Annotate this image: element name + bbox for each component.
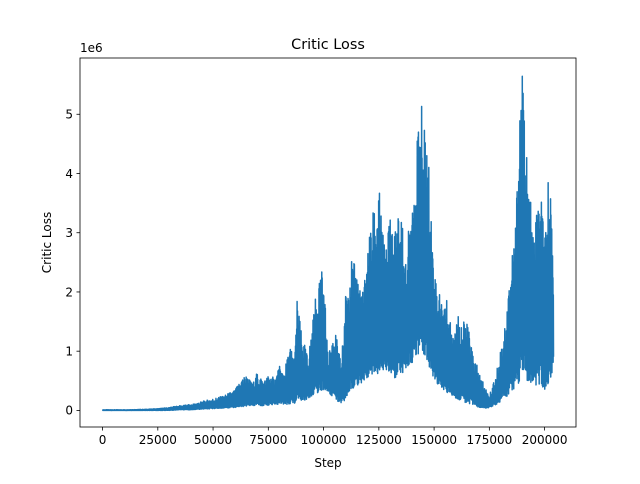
x-axis-label: Step [314, 456, 341, 470]
y-tick-label: 2 [65, 285, 73, 299]
x-tick-label: 150000 [411, 433, 457, 447]
y-tick-label: 0 [65, 404, 73, 418]
chart-title: Critic Loss [291, 37, 365, 53]
plot-area [101, 75, 555, 412]
x-tick-label: 75000 [249, 433, 287, 447]
y-tick-label: 1 [65, 344, 73, 358]
x-tick-label: 0 [99, 433, 107, 447]
y-tick-label: 4 [65, 167, 73, 181]
plot-frame [79, 57, 577, 428]
x-axis: 0 25000 50000 75000 100000 125000 150000 175000… [99, 427, 568, 447]
x-tick-label: 100000 [301, 433, 347, 447]
series-line-0 [101, 75, 555, 412]
x-tick-label: 125000 [356, 433, 402, 447]
x-tick-label: 175000 [466, 433, 512, 447]
x-tick-label: 50000 [194, 433, 232, 447]
y-axis: 0 1 2 3 4 5 [65, 108, 80, 418]
y-axis-scale-label: 1e6 [80, 41, 103, 55]
y-axis-label: Critic Loss [40, 212, 54, 273]
x-tick-label: 200000 [522, 433, 568, 447]
y-tick-label: 3 [65, 226, 73, 240]
y-tick-label: 5 [65, 108, 73, 122]
x-tick-label: 25000 [139, 433, 177, 447]
